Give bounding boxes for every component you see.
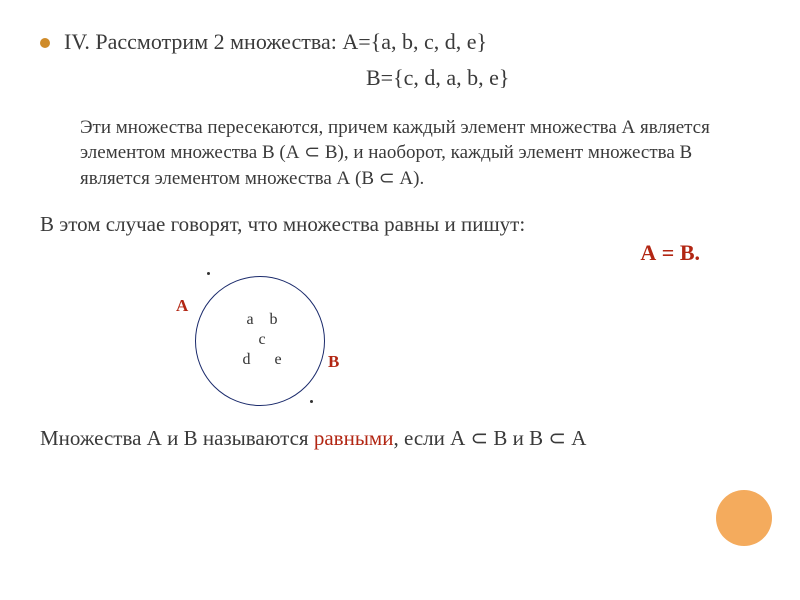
paragraph-2: В этом случае говорят, что множества рав… [40, 210, 760, 238]
label-a: A [176, 296, 188, 316]
heading-line-2: B={c, d, a, b, e} [366, 65, 760, 91]
dot-bottom [310, 400, 313, 403]
elements-row-1: a b [232, 310, 292, 330]
venn-diagram: A B a b c d e [150, 270, 760, 420]
label-b: B [328, 352, 339, 372]
equation: А = В. [40, 240, 760, 266]
slide: IV. Рассмотрим 2 множества: A={a, b, c, … [0, 0, 800, 600]
decorative-circle [716, 490, 772, 546]
definition-post: , если А ⊂ В и В ⊂ А [393, 426, 586, 450]
definition-keyword: равными [314, 426, 394, 450]
heading-line-1: IV. Рассмотрим 2 множества: A={a, b, c, … [64, 28, 487, 57]
bullet-icon [40, 38, 50, 48]
paragraph-1: Эти множества пересекаются, причем кажды… [80, 115, 730, 192]
definition-line: Множества А и В называются равными, если… [40, 426, 760, 451]
dot-top [207, 272, 210, 275]
elements-row-2: c [232, 330, 292, 350]
heading-row: IV. Рассмотрим 2 множества: A={a, b, c, … [40, 28, 760, 57]
elements-row-3: d e [228, 350, 296, 370]
definition-pre: Множества А и В называются [40, 426, 314, 450]
